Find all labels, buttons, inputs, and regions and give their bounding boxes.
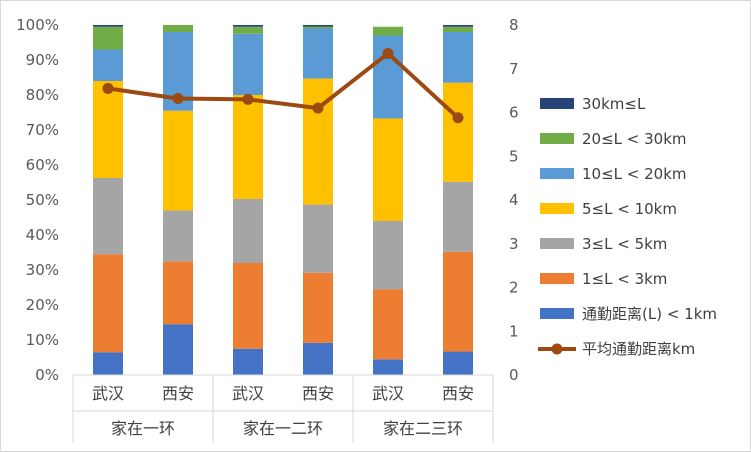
legend-label: 10≤L < 20km <box>582 165 687 183</box>
bar-segment-series-4 <box>303 28 333 79</box>
bar-segment-series-1 <box>93 254 123 353</box>
left-axis-tick-label: 10% <box>26 331 59 349</box>
left-axis-tick-label: 80% <box>26 86 59 104</box>
average-distance-point <box>172 93 184 104</box>
category-label: 西安 <box>162 384 194 403</box>
legend-label: 30km≤L <box>582 95 646 113</box>
bar-segment-series-2 <box>443 181 473 252</box>
bar-segment-series-0 <box>443 351 473 375</box>
legend-label: 通勤距离(L) < 1km <box>582 305 717 323</box>
group-label: 家在一环 <box>111 419 175 438</box>
legend-swatch <box>540 308 574 319</box>
bar-segment-series-6 <box>93 25 123 27</box>
bar-segment-series-1 <box>443 251 473 352</box>
bar-segment-series-5 <box>373 26 403 36</box>
bar-segment-series-2 <box>163 210 193 262</box>
average-distance-point <box>242 93 254 105</box>
category-label: 西安 <box>302 384 334 403</box>
group-label: 家在一二环 <box>243 419 323 438</box>
left-axis-tick-label: 100% <box>16 16 59 34</box>
legend-label: 20≤L < 30km <box>582 130 687 148</box>
bar-segment-series-0 <box>233 348 263 375</box>
right-axis-tick-label: 8 <box>509 16 519 34</box>
bar-segment-series-3 <box>443 82 473 182</box>
right-axis-tick-label: 4 <box>509 191 519 209</box>
bar-segment-series-0 <box>93 352 123 375</box>
right-axis-tick-label: 0 <box>509 366 519 384</box>
average-distance-line <box>107 51 460 120</box>
right-axis-tick-label: 6 <box>509 104 519 122</box>
category-label: 武汉 <box>232 384 264 403</box>
bar-segment-series-5 <box>303 26 333 29</box>
bar-segment-series-5 <box>163 25 193 32</box>
legend-label: 3≤L < 5km <box>582 235 667 253</box>
bar-segment-series-4 <box>233 33 263 95</box>
legend-swatch <box>540 98 574 109</box>
category-label: 武汉 <box>92 384 124 403</box>
bar-segment-series-2 <box>373 221 403 290</box>
left-axis-tick-label: 70% <box>26 121 59 139</box>
bar-segment-series-3 <box>373 118 403 221</box>
bar-segment-series-3 <box>93 81 123 178</box>
left-axis-tick-label: 30% <box>26 261 59 279</box>
bar-segment-series-0 <box>163 324 193 375</box>
bar-segment-series-2 <box>303 204 333 273</box>
bar-segment-series-0 <box>303 342 333 375</box>
legend-label: 5≤L < 10km <box>582 200 677 218</box>
average-distance-point <box>452 112 464 124</box>
bar-segment-series-4 <box>443 32 473 83</box>
bar-segment-series-3 <box>233 95 263 199</box>
bar-segment-series-5 <box>443 26 473 32</box>
bar-segment-series-2 <box>233 198 263 263</box>
bar-segment-series-6 <box>443 25 473 27</box>
legend-label: 1≤L < 3km <box>582 270 667 288</box>
bar-segment-series-5 <box>233 26 263 34</box>
legend-swatch <box>540 273 574 284</box>
bar-segment-series-2 <box>93 177 123 255</box>
average-distance-point <box>382 47 394 59</box>
legend-swatch <box>540 238 574 249</box>
bar-segment-series-6 <box>303 25 333 27</box>
left-axis-tick-label: 60% <box>26 156 59 174</box>
bar-segment-series-6 <box>233 25 263 27</box>
legend-label: 平均通勤距离km <box>582 340 695 358</box>
bar-segment-series-1 <box>303 272 333 343</box>
bar-segment-series-1 <box>373 289 403 360</box>
right-axis-tick-label: 1 <box>509 322 519 340</box>
left-axis-tick-label: 20% <box>26 296 59 314</box>
left-axis-tick-label: 0% <box>35 366 59 384</box>
left-axis-tick-label: 50% <box>26 191 59 209</box>
category-label: 西安 <box>442 384 474 403</box>
bar-segment-series-1 <box>233 263 263 349</box>
right-axis-tick-label: 2 <box>509 279 519 297</box>
right-axis-tick-label: 5 <box>509 147 519 165</box>
bar-segment-series-0 <box>373 359 403 375</box>
legend-swatch <box>540 133 574 144</box>
left-axis-tick-label: 90% <box>26 51 59 69</box>
legend-line-marker <box>551 343 563 355</box>
bar-segment-series-1 <box>163 261 193 325</box>
average-distance-point <box>102 82 114 94</box>
bar-segment-series-5 <box>93 26 123 50</box>
category-label: 武汉 <box>372 384 404 403</box>
legend-swatch <box>540 168 574 179</box>
average-distance-point <box>312 102 324 114</box>
legend-swatch <box>540 203 574 214</box>
bar-segment-series-3 <box>163 110 193 211</box>
bar-segment-series-4 <box>93 49 123 81</box>
left-axis-tick-label: 40% <box>26 226 59 244</box>
right-axis-tick-label: 7 <box>509 60 519 78</box>
group-label: 家在二三环 <box>383 419 463 438</box>
right-axis-tick-label: 3 <box>509 235 519 253</box>
